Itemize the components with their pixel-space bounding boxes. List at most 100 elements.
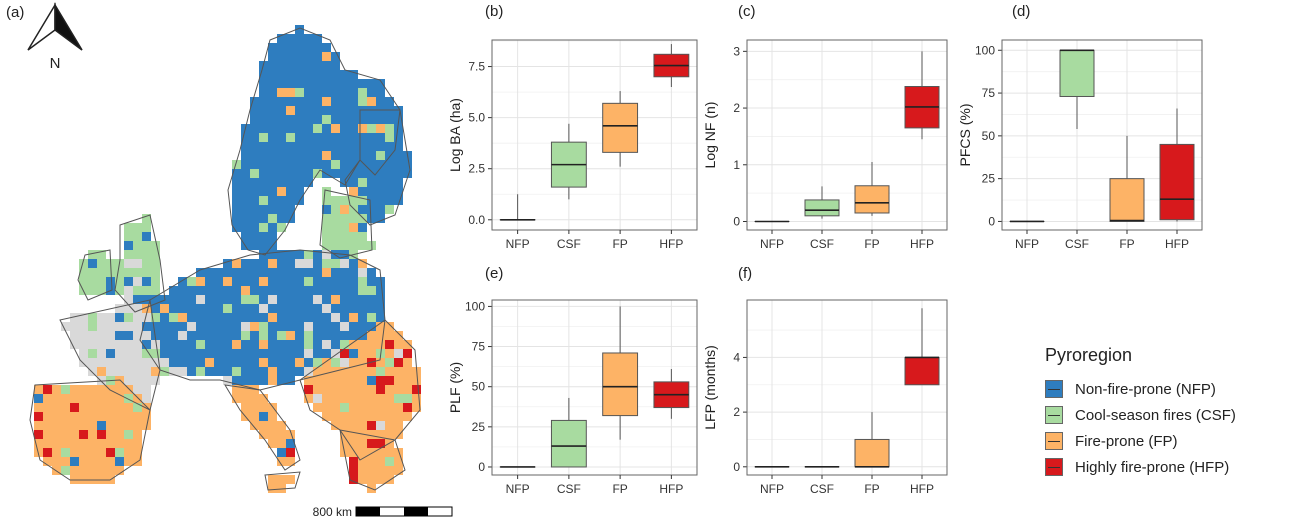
map-cell [268, 250, 277, 259]
map-cell [376, 313, 385, 322]
map-cell [79, 439, 88, 448]
map-cell [322, 304, 331, 313]
country-border [227, 27, 401, 256]
map-cell [394, 430, 403, 439]
map-cell [115, 421, 124, 430]
map-cell [214, 367, 223, 376]
map-cell [79, 394, 88, 403]
map-cell [241, 340, 250, 349]
map-cell [133, 430, 142, 439]
map-cell [322, 322, 331, 331]
map-cell [313, 268, 322, 277]
map-cell [385, 403, 394, 412]
map-cell [250, 241, 259, 250]
map-cell [295, 187, 304, 196]
map-cell [205, 367, 214, 376]
map-cell [61, 394, 70, 403]
map-cell [250, 340, 259, 349]
map-cell [70, 448, 79, 457]
map-cell [205, 286, 214, 295]
map-cell [286, 322, 295, 331]
map-cell [169, 358, 178, 367]
map-cell [268, 52, 277, 61]
y-tick-label: 5.0 [468, 111, 485, 125]
map-cell [277, 223, 286, 232]
map-cell [304, 277, 313, 286]
map-cell [232, 304, 241, 313]
x-tick-label-fp: FP [612, 237, 627, 251]
map-cell [340, 223, 349, 232]
map-cell [142, 349, 151, 358]
map-cell [223, 259, 232, 268]
map-cell [43, 439, 52, 448]
map-cell [133, 241, 142, 250]
map-cell [349, 232, 358, 241]
map-cell [106, 385, 115, 394]
map-cell [52, 412, 61, 421]
map-cell [313, 34, 322, 43]
y-tick-label: 75 [472, 340, 486, 354]
map-cell [88, 457, 97, 466]
map-cell [268, 304, 277, 313]
map-cell [340, 286, 349, 295]
map-cell [349, 313, 358, 322]
map-cell [259, 124, 268, 133]
map-cell [268, 421, 277, 430]
country-border [114, 214, 166, 313]
map-cell [232, 169, 241, 178]
map-cell [286, 340, 295, 349]
map-cell [250, 277, 259, 286]
legend-label-nfp: Non-fire-prone (NFP) [1075, 380, 1216, 398]
map-cell [376, 367, 385, 376]
map-cell [232, 367, 241, 376]
map-cell [331, 304, 340, 313]
map-cell [331, 106, 340, 115]
map-cell [349, 394, 358, 403]
map-cell [331, 403, 340, 412]
map-cell [304, 115, 313, 124]
y-tick-label: 75 [982, 86, 996, 100]
map-cell [169, 349, 178, 358]
map-cell [376, 214, 385, 223]
map-cell [313, 322, 322, 331]
map-cell [259, 106, 268, 115]
map-cell [394, 412, 403, 421]
map-cell [376, 322, 385, 331]
map-cell [241, 178, 250, 187]
map-cell [349, 349, 358, 358]
map-cell [286, 376, 295, 385]
map-cell [295, 151, 304, 160]
map-cell [43, 457, 52, 466]
map-cell [205, 331, 214, 340]
map-cell [331, 385, 340, 394]
map-cell [241, 142, 250, 151]
map-cell [52, 448, 61, 457]
map-cell [196, 313, 205, 322]
map-cell [259, 259, 268, 268]
map-cell [286, 142, 295, 151]
map-cell [322, 403, 331, 412]
map-cell [331, 52, 340, 61]
map-cell [124, 331, 133, 340]
plot-frame [491, 299, 698, 476]
map-cell [376, 448, 385, 457]
map-cell [43, 385, 52, 394]
map-cell [259, 376, 268, 385]
map-cell [376, 142, 385, 151]
map-cell [358, 466, 367, 475]
map-cell [349, 223, 358, 232]
map-cell [331, 169, 340, 178]
map-cell [241, 304, 250, 313]
map-cell [367, 295, 376, 304]
x-tick-label-fp: FP [864, 482, 879, 496]
map-cell [349, 169, 358, 178]
map-cell [196, 322, 205, 331]
y-tick-label: 2.5 [468, 162, 485, 176]
map-cell [376, 475, 385, 484]
box-fp [854, 185, 890, 214]
map-cell [34, 403, 43, 412]
map-cell [106, 331, 115, 340]
map-cell [340, 124, 349, 133]
map-cell [340, 403, 349, 412]
map-cell [124, 394, 133, 403]
